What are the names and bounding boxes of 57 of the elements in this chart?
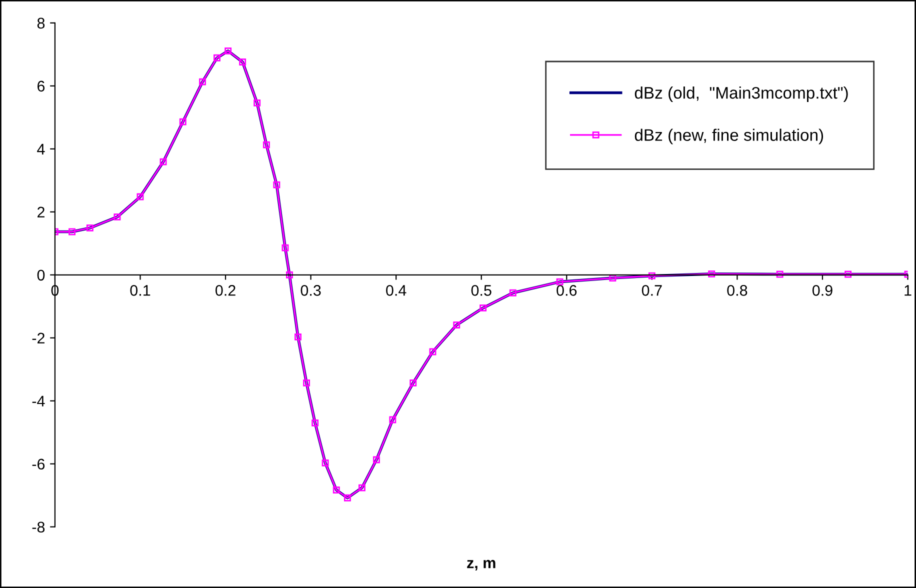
legend-label: dBz (new, fine simulation) (634, 128, 824, 144)
point (776, 270, 784, 278)
y-tick-label: -6 (32, 458, 45, 470)
point (844, 270, 852, 278)
x-tick-label: 0.3 (300, 285, 321, 296)
point (509, 289, 516, 296)
y-tick-label: 4 (37, 144, 45, 154)
point (410, 379, 417, 386)
point (344, 494, 351, 502)
y-tick-label: 8 (37, 18, 45, 29)
point (480, 304, 487, 312)
point (136, 193, 144, 200)
point (254, 99, 261, 106)
x-tick-label: 0.6 (556, 285, 577, 296)
point (358, 484, 366, 492)
point (114, 213, 121, 220)
point (262, 141, 270, 148)
point (273, 181, 280, 188)
point (332, 486, 340, 494)
x-tick-label: 0.1 (130, 285, 150, 296)
x-tick-label: 0.7 (642, 285, 662, 296)
point (239, 58, 246, 66)
point (322, 459, 329, 466)
point (648, 272, 656, 280)
x-tick-label: 0.8 (727, 285, 748, 296)
x-tick-label: 0.2 (216, 285, 236, 296)
x-tick-label: 0.4 (386, 285, 406, 296)
y-tick-label: -8 (32, 522, 45, 533)
point (282, 244, 289, 252)
y-tick-label: 0 (37, 270, 45, 281)
point (294, 333, 302, 340)
point (214, 54, 220, 62)
point (609, 274, 616, 282)
y-tick-label: -2 (32, 332, 44, 344)
point (160, 158, 167, 166)
point (556, 278, 564, 286)
x-tick-label: 0.5 (471, 285, 492, 296)
x-tick-label: 1 (904, 285, 912, 296)
point (86, 224, 94, 232)
x-axis-title: z, m (467, 560, 496, 571)
legend-label: dBz (old, "Main3mcomp.txt") (634, 86, 848, 102)
point (453, 321, 460, 328)
point (199, 78, 206, 86)
x-tick-label: 0.9 (812, 285, 832, 296)
y-tick-label: -4 (32, 396, 45, 406)
y-tick-label: 6 (38, 80, 45, 92)
point (429, 348, 436, 356)
point (286, 271, 293, 278)
point (303, 379, 310, 386)
point (372, 456, 380, 464)
point (224, 47, 232, 54)
point (389, 416, 396, 424)
point (708, 270, 716, 278)
point (68, 228, 76, 236)
point (179, 118, 186, 126)
y-tick-label: 2 (38, 206, 44, 218)
point (312, 419, 319, 426)
